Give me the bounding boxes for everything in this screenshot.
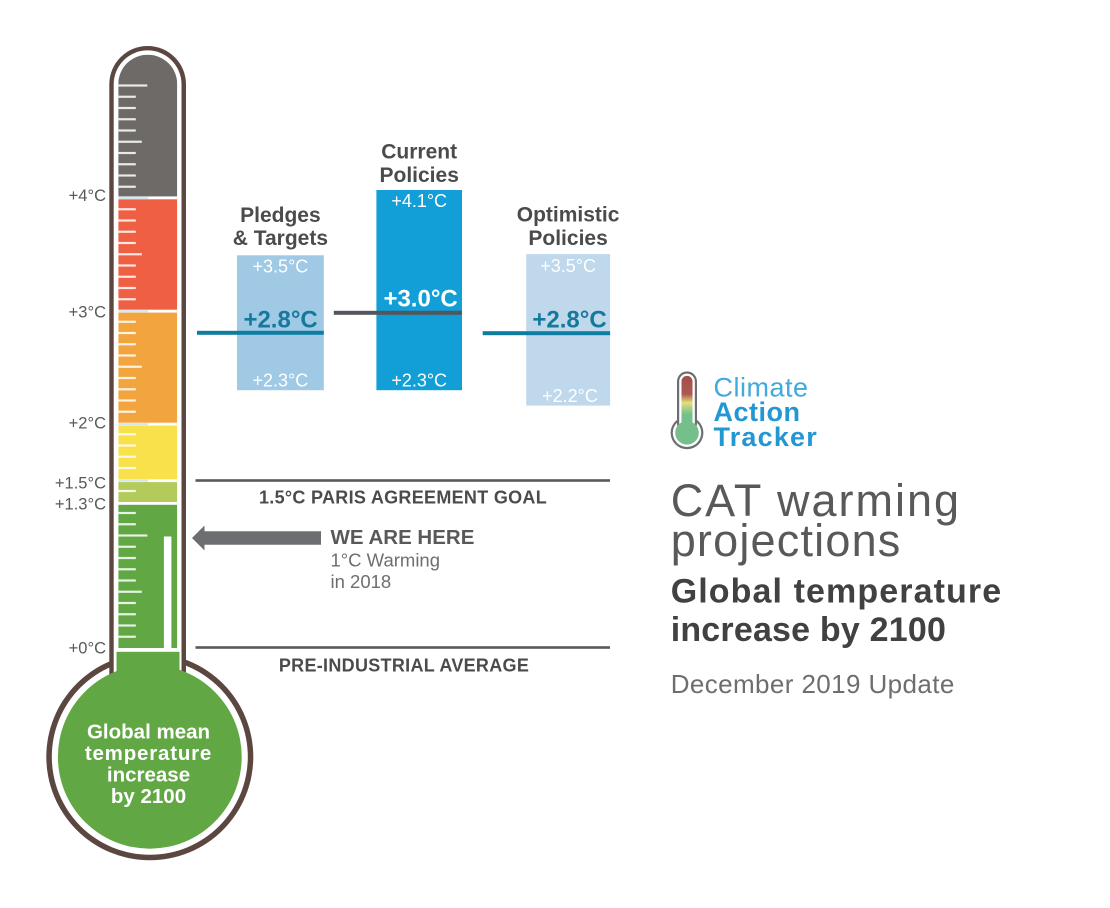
svg-text:WE ARE HERE: WE ARE HERE [331,526,475,549]
svg-text:projections: projections [671,515,902,566]
svg-text:+2.8°C: +2.8°C [532,307,606,334]
svg-text:+2.2°C: +2.2°C [542,386,598,406]
svg-text:Current: Current [381,141,457,164]
svg-text:by 2100: by 2100 [111,785,186,808]
svg-text:+3.5°C: +3.5°C [253,256,309,276]
svg-text:Action: Action [714,397,801,427]
svg-text:Policies: Policies [380,164,459,187]
svg-text:1.5°C PARIS AGREEMENT GOAL: 1.5°C PARIS AGREEMENT GOAL [259,487,547,507]
svg-text:+2.8°C: +2.8°C [243,307,317,334]
svg-text:Global temperature: Global temperature [671,573,1003,611]
svg-text:+1.5°C: +1.5°C [55,474,106,492]
svg-text:+2.3°C: +2.3°C [391,371,447,391]
svg-text:December 2019 Update: December 2019 Update [671,669,955,699]
svg-text:temperature: temperature [85,742,212,765]
svg-text:+1.3°C: +1.3°C [55,495,106,513]
svg-text:+3°C: +3°C [69,304,106,322]
svg-text:Climate: Climate [714,373,809,403]
svg-text:+3.0°C: +3.0°C [383,286,457,313]
svg-text:Pledges: Pledges [240,204,321,227]
svg-text:1°C Warming: 1°C Warming [331,550,441,571]
svg-text:increase: increase [107,763,190,786]
svg-text:PRE-INDUSTRIAL AVERAGE: PRE-INDUSTRIAL AVERAGE [279,656,529,676]
svg-text:+0°C: +0°C [69,639,106,657]
svg-text:Policies: Policies [528,227,607,250]
svg-text:+3.5°C: +3.5°C [540,256,596,276]
svg-text:Optimistic: Optimistic [517,204,620,227]
svg-text:+4°C: +4°C [69,187,106,205]
svg-text:in 2018: in 2018 [331,571,392,592]
svg-text:+2.3°C: +2.3°C [253,371,309,391]
svg-text:+4.1°C: +4.1°C [391,191,447,211]
svg-text:Global mean: Global mean [87,720,210,743]
svg-text:Tracker: Tracker [714,422,818,452]
svg-text:increase by 2100: increase by 2100 [671,611,946,649]
svg-text:& Targets: & Targets [233,227,328,250]
svg-text:CAT warming: CAT warming [671,475,961,526]
svg-text:+2°C: +2°C [69,415,106,433]
